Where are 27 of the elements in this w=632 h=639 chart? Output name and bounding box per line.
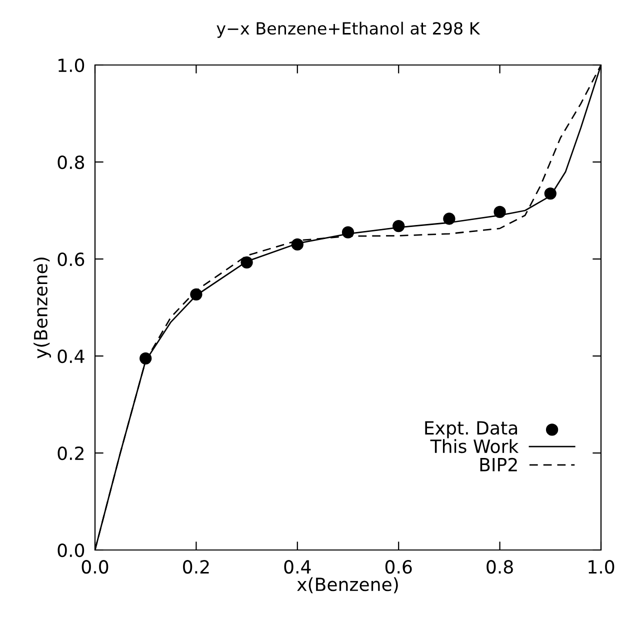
legend-label: This Work [430, 439, 519, 454]
legend-label: BIP2 [480, 458, 517, 472]
y-tick-label: 0.2 [58, 446, 84, 460]
point [342, 226, 354, 238]
point [443, 212, 456, 225]
chart-title: y−x Benzene+Ethanol at 298 K [216, 22, 480, 38]
point [190, 288, 202, 300]
point [291, 238, 304, 251]
y-tick-label: 0.4 [58, 349, 84, 364]
y-axis-title: y(Benzene) [34, 258, 52, 358]
x-tick-label: 0.0 [82, 560, 108, 574]
x-tick-label: 0.2 [183, 560, 209, 574]
x-tick-label: 0.4 [284, 560, 311, 574]
x-tick-label: 1.0 [588, 560, 614, 574]
x-axis-title: x(Benzene) [297, 577, 398, 594]
y-tick-label: 1.0 [58, 58, 84, 72]
y-tick-label: 0.6 [58, 252, 84, 266]
point [140, 352, 152, 364]
y-tick-label: 0.0 [58, 543, 84, 558]
y-tick-label: 0.8 [58, 155, 84, 170]
point [494, 206, 506, 218]
point [240, 256, 253, 268]
point [392, 220, 405, 232]
point [544, 187, 556, 200]
legend-label: Expt. Data [425, 421, 518, 438]
x-tick-label: 0.6 [385, 560, 412, 574]
x-tick-label: 0.8 [486, 560, 513, 574]
